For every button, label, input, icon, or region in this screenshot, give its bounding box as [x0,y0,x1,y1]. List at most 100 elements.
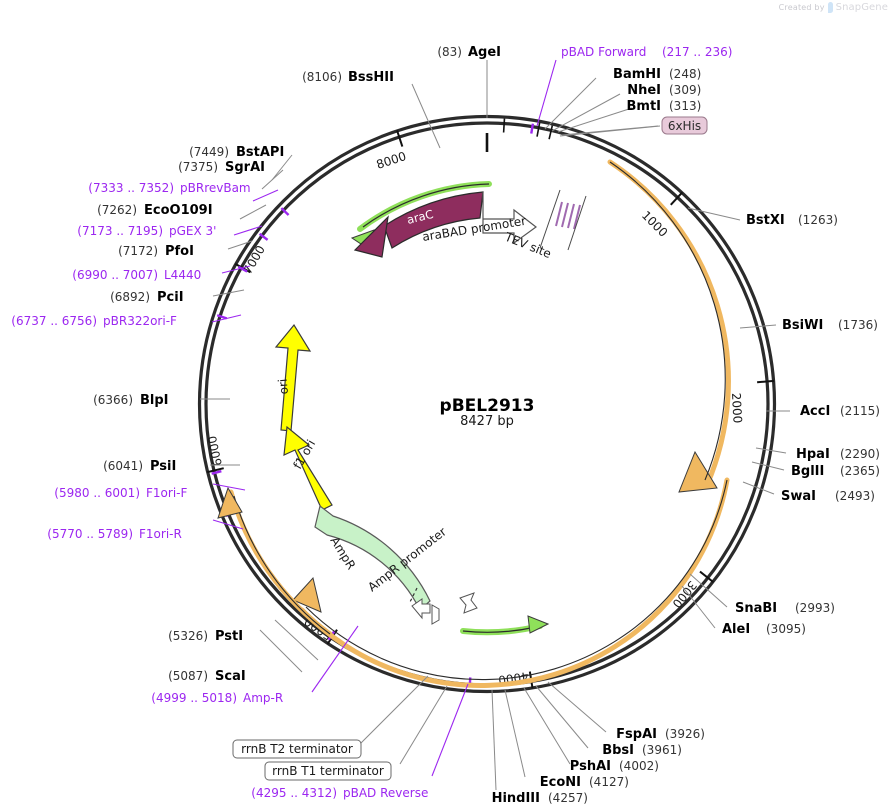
label-l4440[interactable]: (6990 .. 7007) L4440 [72,268,201,282]
label-fspai[interactable]: FspAI (3926) [616,727,705,742]
label-rrnb-t1-text: rrnB T1 terminator [272,764,384,778]
feature-arac[interactable]: araC [353,191,484,258]
label-l4440-range: (6990 .. 7007) [72,268,158,282]
label-pfoi-pos: (7172) [118,244,158,258]
label-f1ori-r[interactable]: (5770 .. 5789) F1ori-R [47,527,182,541]
label-psii[interactable]: (6041) PsiI [103,459,176,474]
feature-tev-site[interactable] [555,201,581,230]
label-rrnb-t2-terminator[interactable]: rrnB T2 terminator [232,739,362,759]
label-bstapi-pos: (7449) [189,145,229,159]
label-bbsi[interactable]: BbsI (3961) [602,743,682,758]
label-bglii-pos: (2365) [840,464,880,478]
label-pcii[interactable]: (6892) PciI [110,290,183,305]
label-rrnb-t1-terminator[interactable]: rrnB T1 terminator [264,761,392,781]
leader-lines [200,59,790,791]
label-bsshii[interactable]: (8106) BssHII [302,70,394,85]
label-bbsi-pos: (3961) [642,743,682,757]
label-bbsi-name: BbsI [602,743,634,758]
label-econi[interactable]: EcoNI (4127) [540,775,629,790]
label-nhei-name: NheI [627,83,661,98]
label-6xhis-badge[interactable]: 6xHis [661,116,708,135]
label-pbad-reverse-range: (4295 .. 4312) [251,786,337,800]
label-bstxi-pos: (1263) [798,213,838,227]
label-blpi[interactable]: (6366) BlpI [93,393,168,408]
label-swai[interactable]: SwaI (2493) [781,489,875,504]
label-l4440-name: L4440 [164,268,201,282]
label-scai-pos: (5087) [168,669,208,683]
label-hindiii-name: HindIII [492,791,540,806]
label-pbr322ori-f[interactable]: (6737 .. 6756) pBR322ori-F [11,314,177,328]
label-fspai-name: FspAI [616,727,657,742]
label-hpai-pos: (2290) [840,447,880,461]
label-f1ori-f[interactable]: (5980 .. 6001) F1ori-F [54,486,187,500]
label-bsiwi-name: BsiWI [782,318,823,333]
label-agei-name: AgeI [468,45,501,60]
label-bglii-name: BglII [791,464,824,479]
label-pbrrevbam[interactable]: (7333 .. 7352) pBRrevBam [88,181,250,195]
plasmid-size: 8427 bp [460,414,514,429]
label-bsiwi[interactable]: BsiWI (1736) [782,318,878,333]
label-alei-pos: (3095) [766,622,806,636]
feature-label-tev-site: TEV site [502,229,553,261]
label-bstapi[interactable]: (7449) BstAPI [189,145,284,160]
label-bamhi[interactable]: BamHI (248) [613,67,701,82]
feature-ori[interactable]: ori [274,323,312,432]
label-pgex-3-range: (7173 .. 7195) [77,224,163,238]
label-alei-name: AleI [722,622,750,637]
label-pfoi-name: PfoI [165,244,194,259]
label-blpi-pos: (6366) [93,393,133,407]
feature-label-arac: araC [405,207,434,227]
label-pshai-name: PshAI [570,759,611,774]
label-bamhi-pos: (248) [669,67,701,81]
label-scai[interactable]: (5087) ScaI [168,669,246,684]
label-psti-name: PstI [215,629,243,644]
label-snabi[interactable]: SnaBI (2993) [735,601,835,616]
label-hindiii-pos: (4257) [548,791,588,805]
label-bsshii-name: BssHII [348,70,394,85]
label-acci[interactable]: AccI (2115) [800,404,880,419]
label-agei[interactable]: (83) AgeI [437,45,501,60]
watermark-brand: SnapGene [835,2,888,13]
label-pfoi[interactable]: (7172) PfoI [118,244,194,259]
label-scai-name: ScaI [215,669,246,684]
label-bstxi-name: BstXI [746,213,785,228]
label-hpai-name: HpaI [796,447,830,462]
label-nhei[interactable]: NheI (309) [627,83,701,98]
label-rrnb-t2-text: rrnB T2 terminator [241,742,353,756]
label-sgrai[interactable]: (7375) SgrAI [178,160,265,175]
label-ecoo109i[interactable]: (7262) EcoO109I [97,203,212,218]
label-alei[interactable]: AleI (3095) [722,622,806,637]
snapgene-logo-icon [827,2,833,13]
label-pshai[interactable]: PshAI (4002) [570,759,659,774]
feature-ampr-promoter[interactable] [411,592,478,625]
feature-label-ori: ori [276,378,291,395]
label-pbr322ori-f-name: pBR322ori-F [103,314,177,328]
tick-label-8000: 8000 [375,149,408,172]
label-pgex-3[interactable]: (7173 .. 7195) pGEX 3' [77,224,216,238]
feature-f1-ori[interactable]: f1 ori [283,425,333,511]
label-amp-r[interactable]: (4999 .. 5018) Amp-R [151,691,283,705]
label-hpai[interactable]: HpaI (2290) [796,447,880,462]
label-swai-pos: (2493) [835,489,875,503]
label-pbad-forward[interactable]: pBAD Forward (217 .. 236) [561,45,732,59]
label-bmti-name: BmtI [626,99,661,114]
label-psti[interactable]: (5326) PstI [168,629,243,644]
label-bstxi[interactable]: BstXI (1263) [746,213,838,228]
label-pbad-forward-name: pBAD Forward [561,45,646,59]
label-snabi-pos: (2993) [795,601,835,615]
label-psii-name: PsiI [150,459,176,474]
label-econi-pos: (4127) [589,775,629,789]
snapgene-watermark: Created by SnapGene [779,2,888,13]
label-bamhi-name: BamHI [613,67,661,82]
label-pbad-reverse[interactable]: (4295 .. 4312) pBAD Reverse [251,786,428,800]
label-hindiii[interactable]: HindIII (4257) [492,791,588,806]
label-bmti[interactable]: BmtI (313) [626,99,701,114]
watermark-prefix: Created by [778,3,825,12]
label-pbad-reverse-name: pBAD Reverse [343,786,428,800]
label-bglii[interactable]: BglII (2365) [791,464,880,479]
tick-label-2000: 2000 [729,392,745,423]
feature-arabad-promoter[interactable] [482,192,538,245]
label-6xhis-text: 6xHis [668,119,701,133]
label-psii-pos: (6041) [103,459,143,473]
